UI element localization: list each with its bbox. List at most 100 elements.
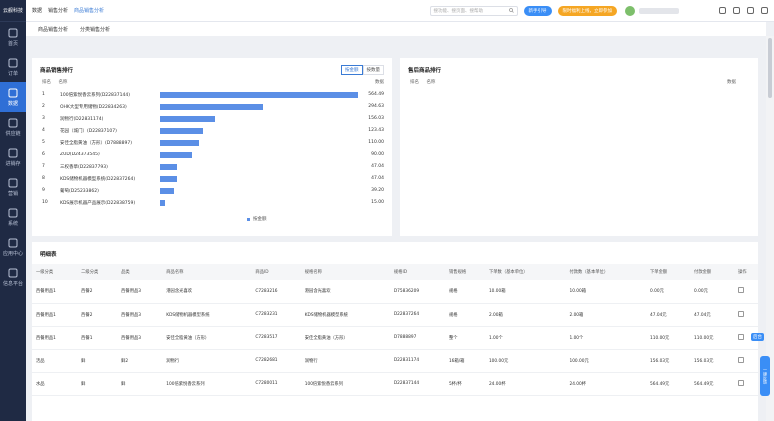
rank-index: 10 (42, 200, 48, 205)
table-cell: 安佳全脂黄油（方形） (162, 326, 252, 350)
sidebar-item-8[interactable]: 信息平台 (0, 262, 26, 292)
column-header: 付款数（基本单位） (565, 264, 646, 280)
user-name-blurred[interactable] (639, 7, 679, 14)
table-cell: 10.00箱 (565, 280, 646, 304)
after-sale-title: 售后商品排行 (408, 68, 442, 74)
edit-icon[interactable] (734, 303, 758, 327)
table-cell: 鲜2 (117, 349, 163, 373)
table-cell: 港园含光喜欢 (300, 280, 390, 304)
rank-index: 7 (42, 164, 45, 169)
breadcrumb-2[interactable]: 销售分析 (48, 8, 69, 14)
rank-index: 5 (42, 140, 45, 145)
rank-name: 葡萄(D25233862) (60, 189, 99, 194)
sidebar-item-4[interactable]: 进销存 (0, 142, 26, 172)
sidebar-item-5[interactable]: 营销 (0, 172, 26, 202)
table-cell: 整个 (444, 326, 485, 350)
table-cell: 100.00元 (484, 349, 566, 373)
home-icon (8, 28, 18, 37)
rank-row: 3 润物行(D22831174) 156.03 (42, 115, 384, 124)
column-header: 规格名称 (300, 264, 390, 280)
column-header: 品类 (117, 264, 163, 280)
table-cell: 2.00箱 (565, 303, 646, 327)
guide-button[interactable]: 新手引导 (523, 5, 552, 16)
table-cell: 港园含光喜欢 (162, 280, 252, 304)
platform-icon (8, 268, 18, 277)
rank-bar (160, 116, 215, 122)
table-cell: 西餐用品3 (117, 303, 163, 327)
scrollbar[interactable] (766, 36, 774, 421)
table-row: 西餐用品1 西餐1 西餐用品3 安佳全脂黄油（方形） C7283517 安佳全脂黄油（方形… (32, 326, 758, 350)
table-cell: 2.00箱 (484, 303, 566, 327)
tab-category-sales[interactable]: 分类销售分析 (80, 26, 111, 33)
topbar: 数据 销售分析 商品销售分析 搜功能、搜页面、搜帮助 新手引导 限时福利上线，立… (26, 0, 774, 22)
table-row: 活品鲜鲜2 润物行 C7282681 润物行 D22831174 16箱/箱 100.00元… (32, 349, 758, 373)
gear-icon (8, 208, 18, 217)
edit-icon[interactable] (734, 326, 758, 350)
table-cell: 110.00元 (690, 326, 735, 350)
sidebar-item-6[interactable]: 系统 (0, 202, 26, 232)
promo-button[interactable]: 限时福利上线，立即参加 (557, 5, 617, 16)
menu-icon[interactable] (761, 7, 768, 14)
search-input[interactable]: 搜功能、搜页面、搜帮助 (429, 5, 518, 16)
table-cell: 564.49元 (646, 372, 691, 396)
table-cell: C7282681 (251, 349, 301, 373)
rank-bar (160, 164, 177, 170)
rank-bar (160, 128, 204, 134)
table-cell: KDS储物机器模型系统 (162, 303, 252, 327)
user-icon[interactable] (719, 7, 726, 14)
rank-name: OHK大型专用储物(D22834263) (60, 105, 127, 110)
detail-panel: 明细表 一级分类 二级分类 品类 商品名称 商品ID 规格名称 规格ID 销售规格 下单数（基本… (32, 242, 758, 421)
edit-icon-glyph (738, 379, 744, 386)
rank-row: 1 100倍紫悦香云系列(D22837144) 564.49 (42, 91, 384, 100)
scroll-thumb[interactable] (768, 38, 772, 98)
rank-value: 123.43 (368, 128, 384, 133)
help-icon[interactable] (747, 7, 754, 14)
edit-icon[interactable] (734, 372, 758, 396)
avatar[interactable] (625, 5, 635, 16)
rank-name: 润物行(D22831174) (60, 117, 104, 122)
supply-icon (8, 118, 18, 127)
column-header: 下单数（基本单位） (484, 264, 566, 280)
sidebar-item-3[interactable]: 供应链 (0, 112, 26, 142)
table-cell: 鲜 (77, 372, 118, 396)
table-cell: 24.00杯 (484, 372, 566, 396)
backend-badge[interactable]: 后台 (751, 333, 764, 341)
edit-icon[interactable] (734, 280, 758, 304)
table-cell: KDS储物机器模型系统 (300, 303, 390, 327)
toggle-by-amount[interactable]: 按金额 (341, 65, 363, 75)
column-header: 二级分类 (77, 264, 118, 280)
rank-name: KDS展示机器产品展示(D22838759) (60, 201, 136, 206)
rank-value: 47.04 (371, 176, 384, 181)
edit-icon[interactable] (734, 349, 758, 373)
edit-icon-glyph (738, 356, 744, 363)
table-cell: D22837264 (389, 303, 445, 327)
table-cell: 西餐2 (77, 303, 118, 327)
table-cell: 西餐用品1 (32, 326, 78, 350)
sub-tabs: 商品销售分析 分类销售分析 (26, 22, 766, 36)
breadcrumb-1[interactable]: 数据 (32, 8, 43, 14)
rank-bar (160, 92, 358, 98)
table-cell: 0.00元 (690, 280, 735, 304)
table-cell: 110.00元 (646, 326, 691, 350)
edit-icon-glyph (738, 287, 744, 293)
sidebar-item-2[interactable]: 数据 (0, 82, 26, 112)
table-cell: 鲜 (117, 372, 163, 396)
rank-bar (160, 140, 199, 146)
tab-product-sales[interactable]: 商品销售分析 (38, 26, 69, 33)
after-sale-header: 排名 名称 数据 (410, 80, 736, 85)
table-cell: 24.00杯 (565, 372, 646, 396)
table-cell: 规格 (444, 303, 485, 327)
column-header: 销售规格 (444, 264, 485, 280)
sidebar-item-7[interactable]: 应用中心 (0, 232, 26, 262)
toggle-by-count[interactable]: 按数量 (362, 65, 384, 75)
sidebar-item-0[interactable]: 首页 (0, 22, 26, 52)
rank-row: 4 花园（城门）(D22837107) 123.43 (42, 127, 384, 136)
table-cell: 100倍紫悦香云系列 (300, 372, 390, 396)
app-logo: 云舰科技 (0, 0, 26, 22)
table-cell: 西餐1 (77, 326, 118, 350)
table-cell: 0.00元 (646, 280, 691, 304)
sidebar-item-1[interactable]: 订单 (0, 52, 26, 82)
message-icon[interactable] (733, 7, 740, 14)
after-sale-panel: 售后商品排行 排名 名称 数据 (400, 58, 758, 236)
feedback-button[interactable]: 一键反馈 (760, 356, 770, 396)
